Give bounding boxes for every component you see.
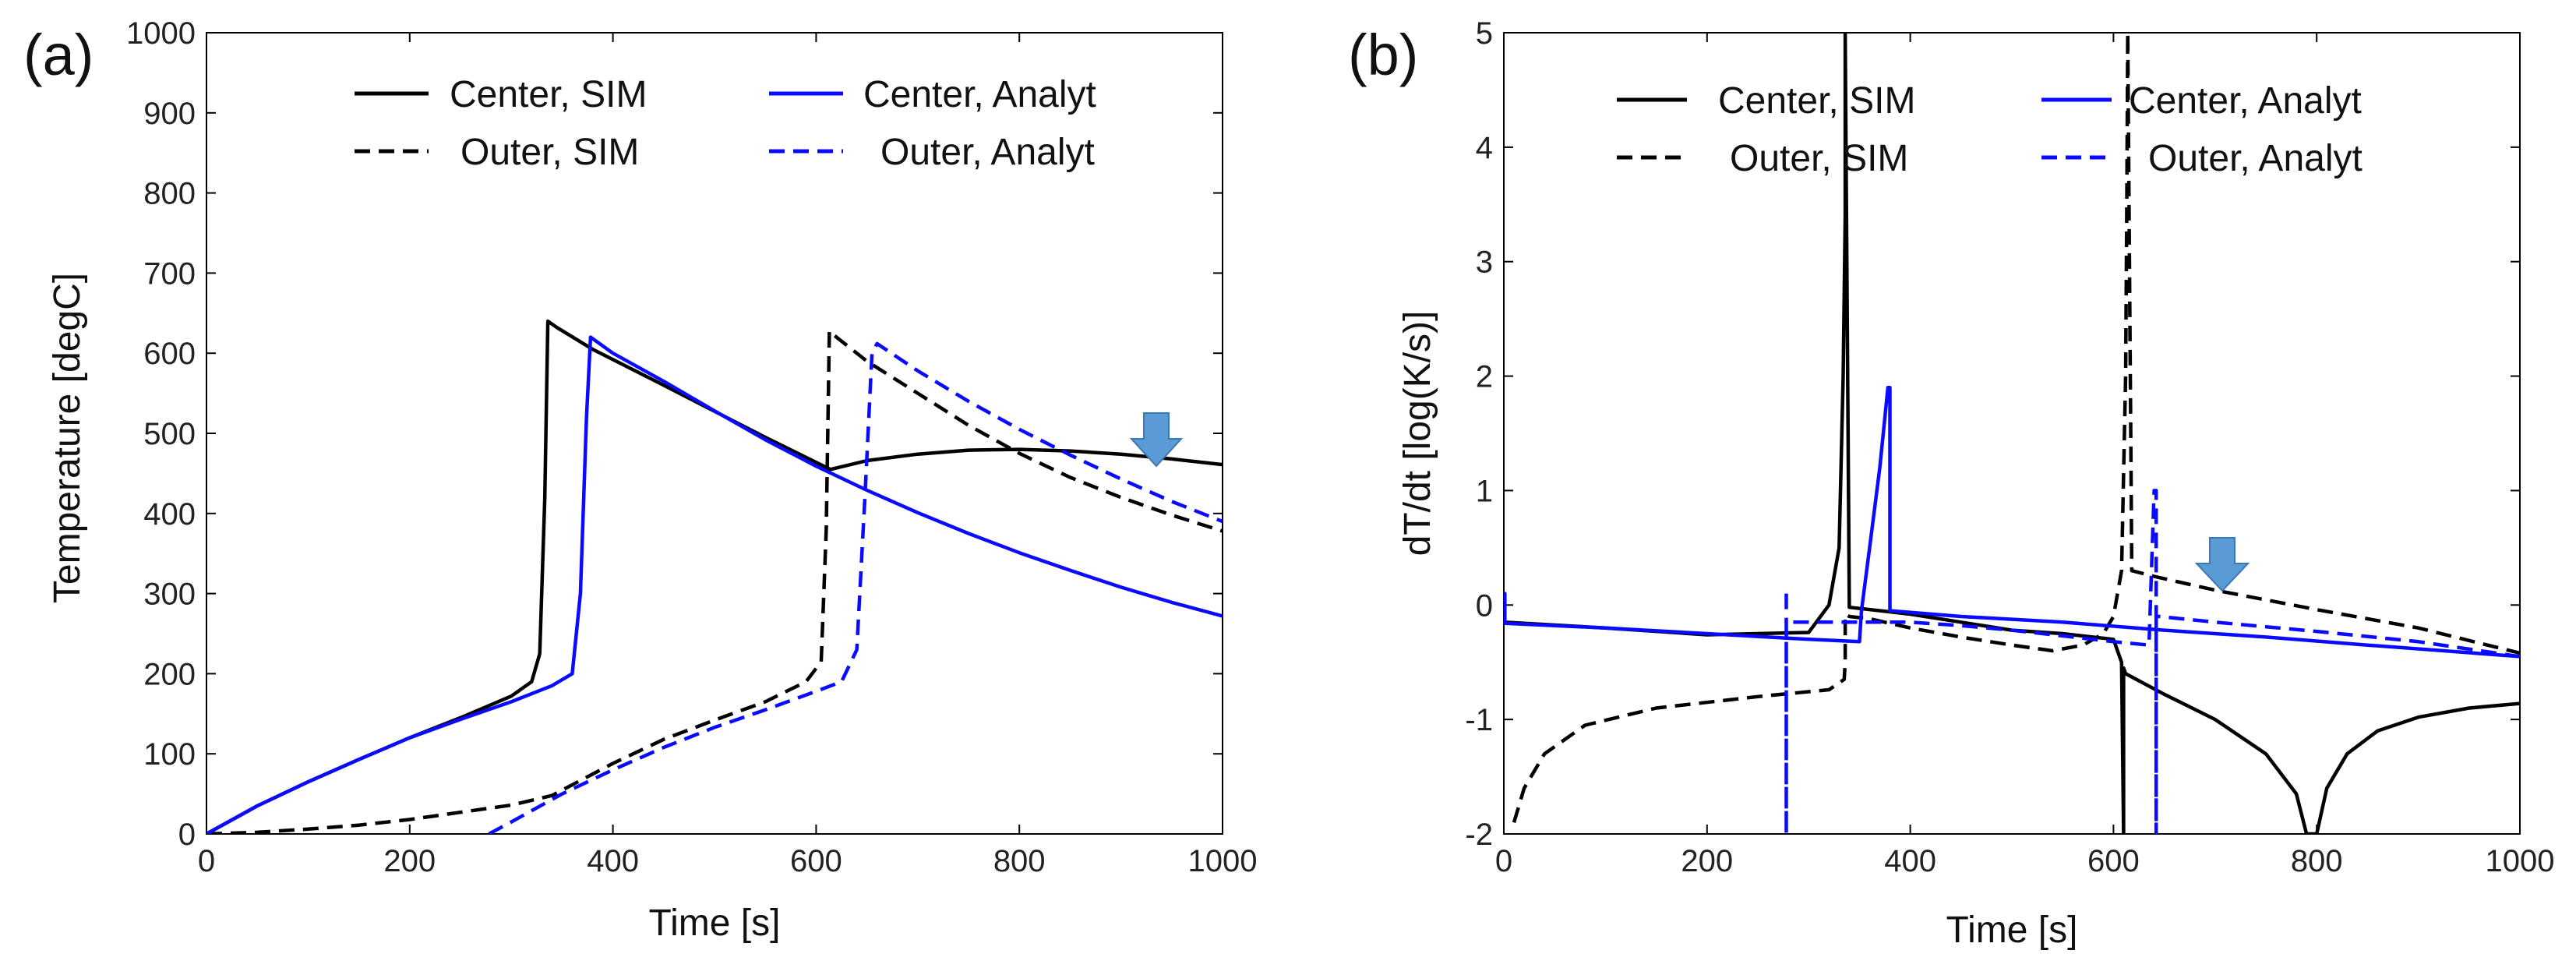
panel-a-y-tick-label: 800 xyxy=(143,177,196,211)
panel-a-series-center-analyt xyxy=(206,335,1223,834)
panel-a-x-tick-label: 0 xyxy=(198,844,215,878)
panel-b-y-tick-label: 2 xyxy=(1476,360,1493,394)
panel-b-legend-label-center-sim: Center, SIM xyxy=(1718,80,1915,122)
panel-a-plot-area: 0 200 400 600 800 1000 0 100 200 300 400 500 600 700 8… xyxy=(126,16,1257,878)
panel-a-y-tick-label: 500 xyxy=(143,417,196,451)
panel-b-label: (b) xyxy=(1348,23,1418,87)
panel-b-x-tick-label: 0 xyxy=(1495,844,1512,878)
panel-a-y-tick-label: 200 xyxy=(143,657,196,691)
panel-b-series-outer-sim xyxy=(1512,33,2520,823)
panel-a-legend-label-outer-sim: Outer, SIM xyxy=(461,132,639,173)
panel-b-y-tick-label: 1 xyxy=(1476,474,1493,508)
panel-a-y-tick-label: 300 xyxy=(143,578,196,612)
panel-b-y-tick-label: 5 xyxy=(1476,16,1493,51)
panel-a-y-tick-label: 900 xyxy=(143,97,196,131)
panel-b-legend-label-outer-analyt: Outer, Analyt xyxy=(2148,138,2363,179)
chart-panel-b: (b) 0 200 400 600 800 1000 -2 -1 0 1 2 3 4 5 Time [s]… xyxy=(1348,16,2554,951)
panel-a-label: (a) xyxy=(23,23,94,87)
panel-a-legend: Center, SIM Outer, SIM Center, Analyt Ou… xyxy=(355,74,1096,173)
panel-b-y-tick-label: -2 xyxy=(1465,818,1493,852)
panel-a-y-tick-label: 600 xyxy=(143,337,196,371)
panel-a-series-outer-analyt xyxy=(488,341,1223,834)
panel-a-legend-label-center-sim: Center, SIM xyxy=(450,74,647,115)
panel-a-legend-label-outer-analyt: Outer, Analyt xyxy=(880,132,1095,173)
panel-a-x-tick-label: 800 xyxy=(993,844,1046,878)
panel-a-y-tick-label: 700 xyxy=(143,256,196,291)
panel-a-x-axis-label: Time [s] xyxy=(649,903,781,944)
panel-b-y-axis-label: dT/dt [log(K/s)] xyxy=(1397,311,1438,556)
panel-a-series-outer-sim xyxy=(206,329,1223,834)
panel-a-y-axis-label: Temperature [degC] xyxy=(47,273,88,603)
chart-panel-a: (a) 0 200 400 600 800 1000 0 100 200 300 400 500 600… xyxy=(23,16,1257,944)
panel-b-series-group xyxy=(1504,33,2520,834)
panel-a-y-tick-label: 400 xyxy=(143,497,196,532)
panel-a-series-center-sim xyxy=(206,319,1223,834)
panel-b-legend-label-outer-sim: Outer, SIM xyxy=(1730,138,1908,179)
panel-a-annotation-arrow-icon xyxy=(1129,412,1184,468)
panel-a-series-group xyxy=(206,319,1223,834)
panel-b-x-tick-label: 1000 xyxy=(2486,844,2555,878)
panel-b-x-tick-label: 400 xyxy=(1884,844,1936,878)
panel-b-legend: Center, SIM Outer, SIM Center, Analyt Ou… xyxy=(1617,80,2363,179)
panel-a-x-tick-label: 1000 xyxy=(1188,844,1258,878)
panel-b-series-center-analyt xyxy=(1504,386,2520,659)
panel-b-x-tick-label: 600 xyxy=(2087,844,2140,878)
panel-b-y-tick-label: 4 xyxy=(1476,131,1493,165)
panel-a-y-tick-label: 1000 xyxy=(126,16,196,51)
panel-b-plot-area: 0 200 400 600 800 1000 -2 -1 0 1 2 3 4 5 xyxy=(1465,16,2554,878)
panel-a-y-tick-label: 100 xyxy=(143,737,196,772)
panel-a-x-tick-label: 200 xyxy=(383,844,436,878)
panel-b-series-center-sim xyxy=(1504,33,2520,834)
panel-a-x-tick-label: 400 xyxy=(587,844,639,878)
panel-b-x-tick-label: 200 xyxy=(1681,844,1733,878)
panel-b-y-tick-label: 3 xyxy=(1476,246,1493,280)
panel-b-legend-label-center-analyt: Center, Analyt xyxy=(2129,80,2362,122)
panel-a-legend-label-center-analyt: Center, Analyt xyxy=(863,74,1096,115)
panel-b-annotation-arrow-icon xyxy=(2194,537,2250,592)
panel-b-x-tick-label: 800 xyxy=(2291,844,2343,878)
panel-a-y-tick-label: 0 xyxy=(178,818,196,852)
panel-b-y-tick-label: -1 xyxy=(1465,703,1493,737)
panel-b-axes-frame xyxy=(1503,32,2521,835)
panel-b-series-outer-analyt xyxy=(1784,489,2520,834)
panel-b-y-tick-label: 0 xyxy=(1476,588,1493,623)
panel-a-x-tick-label: 600 xyxy=(790,844,842,878)
panel-b-x-axis-label: Time [s] xyxy=(1946,910,2078,951)
